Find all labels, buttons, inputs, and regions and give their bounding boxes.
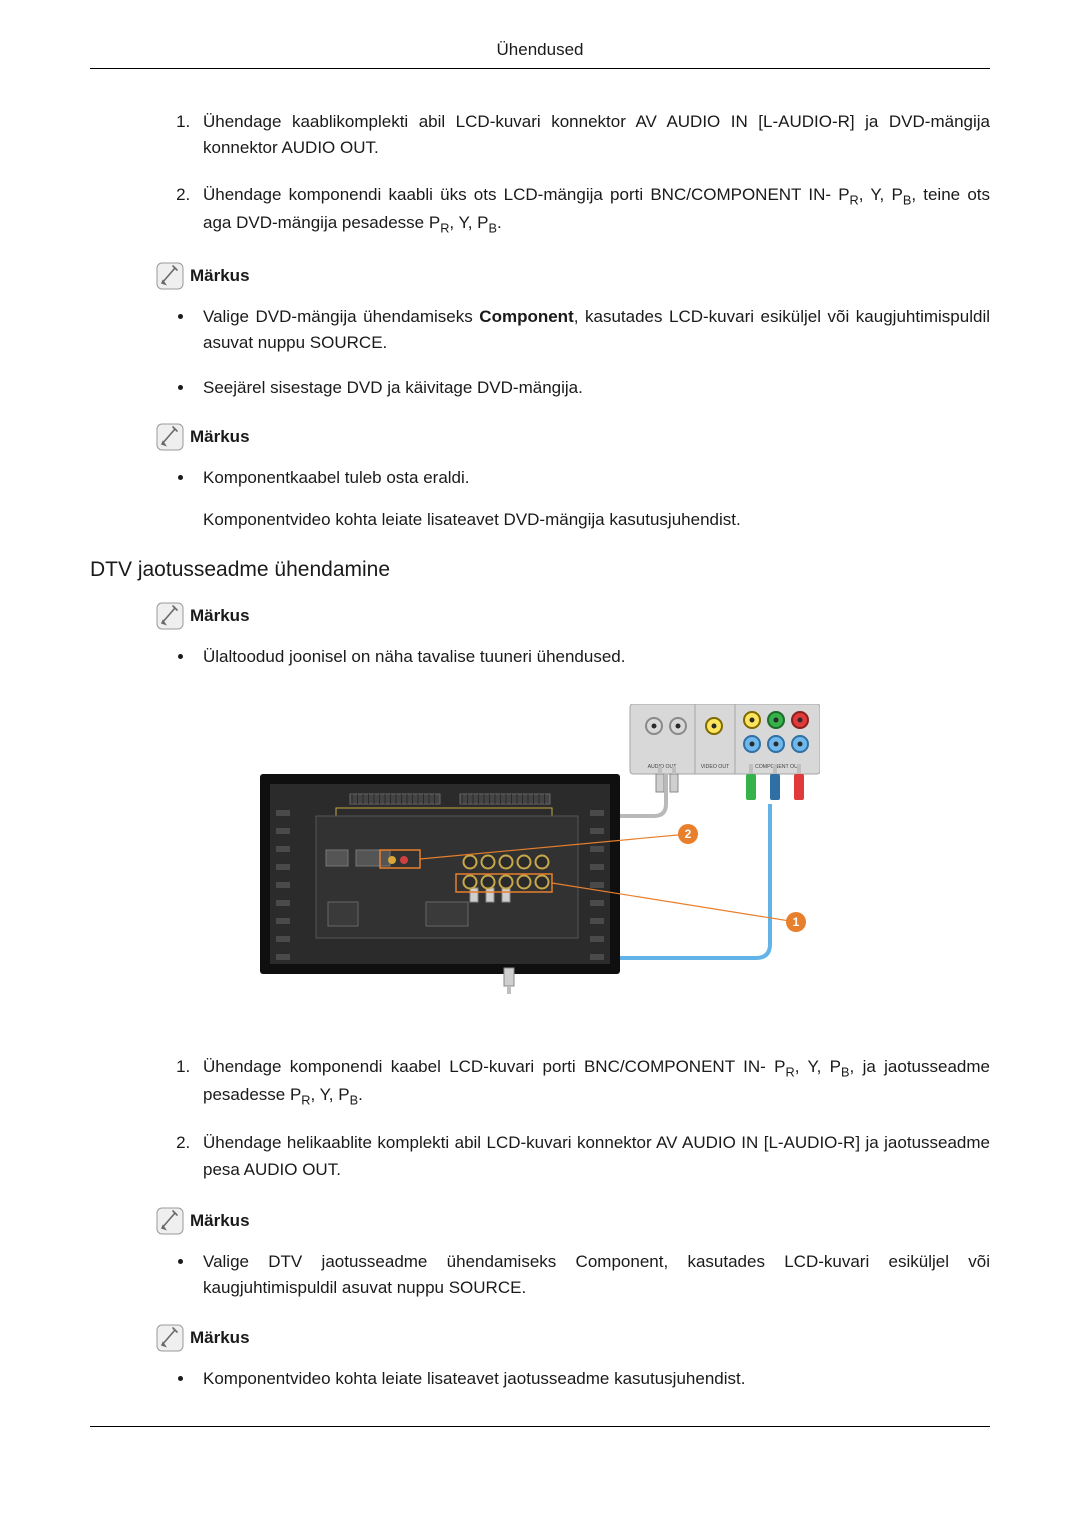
list-item: Seejärel sisestage DVD ja käivitage DVD-… (195, 375, 990, 401)
note-label: Märkus (190, 1211, 250, 1231)
svg-text:2: 2 (685, 827, 692, 841)
note-icon (156, 1324, 184, 1352)
note-heading: Märkus (156, 262, 990, 290)
list-item: Ühendage kaablikomplekti abil LCD-kuvari… (195, 109, 990, 162)
list-item: Komponentkaabel tuleb osta eraldi. Kompo… (195, 465, 990, 534)
note-bullets-2: Komponentkaabel tuleb osta eraldi. Kompo… (90, 465, 990, 534)
note-bullets-4: Valige DTV jaotusseadme ühendamiseks Com… (90, 1249, 990, 1302)
note-bullets-5: Komponentvideo kohta leiate lisateavet j… (90, 1366, 990, 1392)
svg-text:1: 1 (793, 915, 800, 929)
note-label: Märkus (190, 427, 250, 447)
note-icon (156, 1207, 184, 1235)
note-label: Märkus (190, 266, 250, 286)
bottom-numbered-list: Ühendage komponendi kaabel LCD-kuvari po… (90, 1054, 990, 1183)
svg-text:COMPONENT OUT: COMPONENT OUT (755, 764, 802, 770)
bullet-paragraph: Komponentvideo kohta leiate lisateavet D… (203, 507, 990, 533)
note-heading: Märkus (156, 1207, 990, 1235)
note-bullets-3: Ülaltoodud joonisel on näha tavalise tuu… (90, 644, 990, 670)
note-label: Märkus (190, 1328, 250, 1348)
note-heading: Märkus (156, 602, 990, 630)
note-label: Märkus (190, 606, 250, 626)
list-item: Valige DVD-mängija ühendamiseks Componen… (195, 304, 990, 357)
top-numbered-list: Ühendage kaablikomplekti abil LCD-kuvari… (90, 109, 990, 238)
note-icon (156, 602, 184, 630)
list-item: Ühendage helikaablite komplekti abil LCD… (195, 1130, 990, 1183)
section-title: DTV jaotusseadme ühendamine (90, 558, 990, 582)
note-bullets-1: Valige DVD-mängija ühendamiseks Componen… (90, 304, 990, 401)
list-item: Valige DTV jaotusseadme ühendamiseks Com… (195, 1249, 990, 1302)
connection-diagram: AUDIO OUTVIDEO OUTCOMPONENT OUT21 (90, 704, 990, 994)
svg-text:VIDEO OUT: VIDEO OUT (701, 764, 730, 770)
note-heading: Märkus (156, 1324, 990, 1352)
note-icon (156, 423, 184, 451)
bullet-text: Komponentkaabel tuleb osta eraldi. (203, 468, 470, 487)
footer-rule (90, 1426, 990, 1427)
list-item: Ühendage komponendi kaabel LCD-kuvari po… (195, 1054, 990, 1110)
list-item: Ülaltoodud joonisel on näha tavalise tuu… (195, 644, 990, 670)
note-heading: Märkus (156, 423, 990, 451)
list-item: Komponentvideo kohta leiate lisateavet j… (195, 1366, 990, 1392)
note-icon (156, 262, 184, 290)
page-header: Ühendused (90, 40, 990, 69)
list-item: Ühendage komponendi kaabli üks ots LCD-m… (195, 182, 990, 238)
